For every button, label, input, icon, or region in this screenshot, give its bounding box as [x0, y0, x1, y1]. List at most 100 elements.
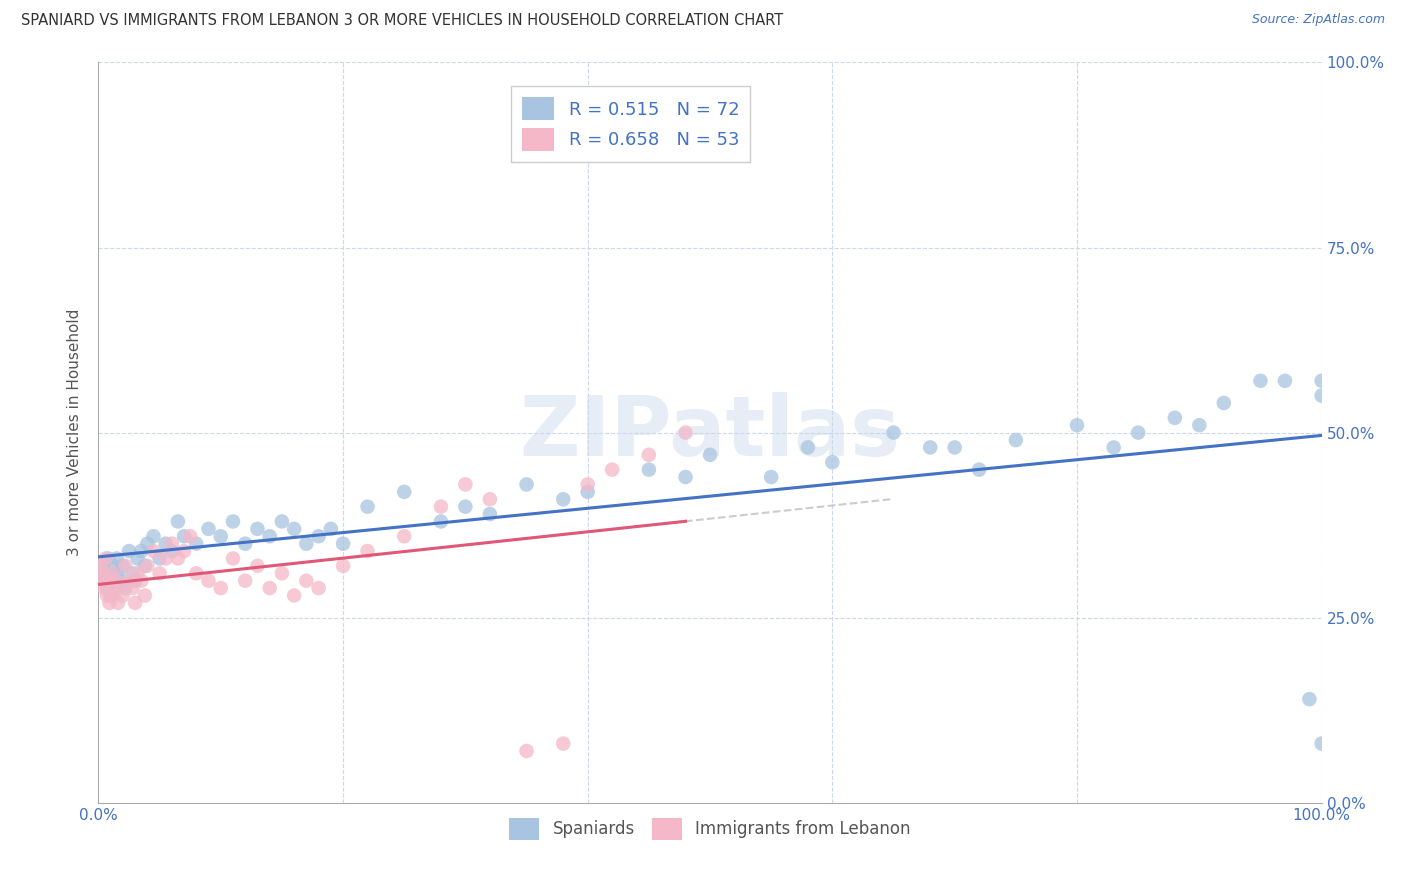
Point [111, 589, 134, 603]
Point [197, 574, 219, 588]
Point [454, 477, 477, 491]
Point [91, 558, 114, 573]
Point [430, 515, 453, 529]
Point [96, 581, 118, 595]
Point [110, 574, 132, 588]
Point [98, 574, 121, 588]
Point [246, 558, 269, 573]
Point [124, 574, 146, 588]
Point [100, 589, 122, 603]
Point [516, 477, 538, 491]
Point [155, 551, 177, 566]
Text: ZIPatlas: ZIPatlas [520, 392, 900, 473]
Point [98, 596, 121, 610]
Point [283, 589, 305, 603]
Point [308, 581, 330, 595]
Point [821, 455, 844, 469]
Point [186, 536, 208, 550]
Point [1102, 441, 1125, 455]
Point [920, 441, 942, 455]
Point [392, 529, 416, 543]
Point [160, 536, 183, 550]
Point [96, 589, 118, 603]
Point [167, 515, 190, 529]
Point [699, 448, 721, 462]
Point [600, 462, 623, 476]
Point [222, 515, 245, 529]
Point [478, 492, 501, 507]
Point [270, 566, 294, 581]
Point [111, 558, 134, 573]
Point [197, 522, 219, 536]
Point [129, 574, 152, 588]
Point [553, 492, 575, 507]
Point [1164, 410, 1187, 425]
Point [319, 522, 342, 536]
Point [173, 529, 195, 543]
Point [1212, 396, 1234, 410]
Point [295, 536, 318, 550]
Point [97, 574, 120, 588]
Point [93, 574, 115, 588]
Point [94, 566, 117, 581]
Point [179, 529, 201, 543]
Point [136, 536, 159, 550]
Point [142, 529, 165, 543]
Point [675, 470, 697, 484]
Point [356, 544, 378, 558]
Point [167, 551, 190, 566]
Point [90, 558, 112, 573]
Point [118, 544, 141, 558]
Point [1188, 418, 1211, 433]
Point [967, 462, 990, 476]
Point [101, 566, 124, 581]
Point [155, 536, 177, 550]
Point [114, 558, 136, 573]
Point [121, 581, 143, 595]
Point [127, 566, 149, 581]
Point [100, 581, 122, 595]
Point [797, 441, 820, 455]
Point [259, 529, 281, 543]
Point [142, 544, 165, 558]
Point [454, 500, 477, 514]
Point [1310, 388, 1333, 402]
Point [516, 744, 538, 758]
Point [332, 536, 354, 550]
Point [134, 589, 156, 603]
Point [356, 500, 378, 514]
Point [233, 536, 256, 550]
Point [1298, 692, 1320, 706]
Point [246, 522, 269, 536]
Point [209, 529, 232, 543]
Point [160, 544, 183, 558]
Point [332, 558, 354, 573]
Point [129, 544, 152, 558]
Point [127, 551, 149, 566]
Point [136, 558, 159, 573]
Point [478, 507, 501, 521]
Legend: Spaniards, Immigrants from Lebanon: Spaniards, Immigrants from Lebanon [503, 812, 917, 847]
Point [761, 470, 783, 484]
Point [1310, 374, 1333, 388]
Point [233, 574, 256, 588]
Point [295, 574, 318, 588]
Point [107, 566, 129, 581]
Point [94, 551, 117, 566]
Point [283, 522, 305, 536]
Point [1066, 418, 1088, 433]
Point [637, 448, 661, 462]
Text: SPANIARD VS IMMIGRANTS FROM LEBANON 3 OR MORE VEHICLES IN HOUSEHOLD CORRELATION : SPANIARD VS IMMIGRANTS FROM LEBANON 3 OR… [21, 13, 783, 29]
Point [110, 581, 132, 595]
Point [209, 581, 232, 595]
Point [1004, 433, 1026, 447]
Point [675, 425, 697, 440]
Point [637, 462, 661, 476]
Point [1128, 425, 1150, 440]
Point [93, 581, 115, 595]
Point [576, 484, 599, 499]
Point [222, 551, 245, 566]
Point [883, 425, 905, 440]
Point [943, 441, 966, 455]
Point [124, 596, 146, 610]
